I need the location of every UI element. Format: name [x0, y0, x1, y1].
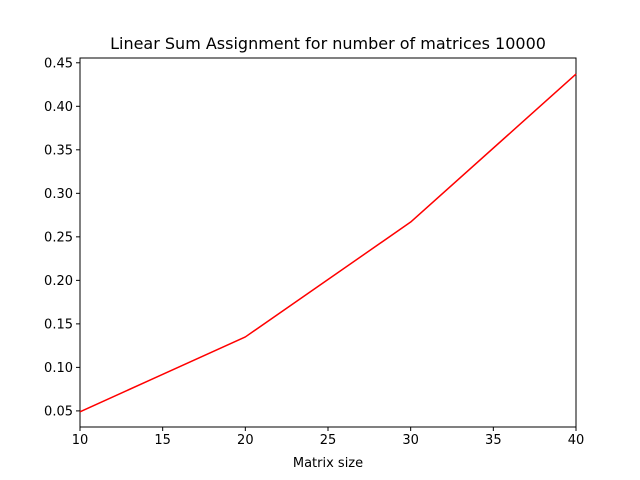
x-tick-label: 10 — [72, 433, 89, 448]
plot-area-frame — [79, 57, 577, 428]
chart-title: Linear Sum Assignment for number of matr… — [110, 34, 546, 53]
y-tick-label: 0.30 — [44, 187, 73, 202]
x-tick-label: 15 — [154, 433, 171, 448]
x-tick-label: 35 — [485, 433, 502, 448]
series-layer — [79, 73, 577, 413]
x-tick-label: 20 — [237, 433, 254, 448]
series-line — [79, 73, 577, 413]
y-tick-label: 0.15 — [44, 317, 73, 332]
y-tick-label: 0.05 — [44, 404, 73, 419]
x-tick-label: 25 — [320, 433, 337, 448]
y-tick-label: 0.20 — [44, 274, 73, 289]
x-axis: 10 15 20 25 30 35 40 — [72, 427, 585, 448]
y-tick-label: 0.10 — [44, 361, 73, 376]
y-tick-label: 0.45 — [44, 56, 73, 71]
y-tick-label: 0.35 — [44, 143, 73, 158]
x-axis-label: Matrix size — [293, 456, 363, 471]
y-tick-label: 0.40 — [44, 100, 73, 115]
x-tick-label: 30 — [402, 433, 419, 448]
x-tick-label: 40 — [568, 433, 585, 448]
y-axis: 0.05 0.10 0.15 0.20 0.25 0.30 0.35 0.40 0.45 — [44, 56, 80, 419]
y-tick-label: 0.25 — [44, 230, 73, 245]
